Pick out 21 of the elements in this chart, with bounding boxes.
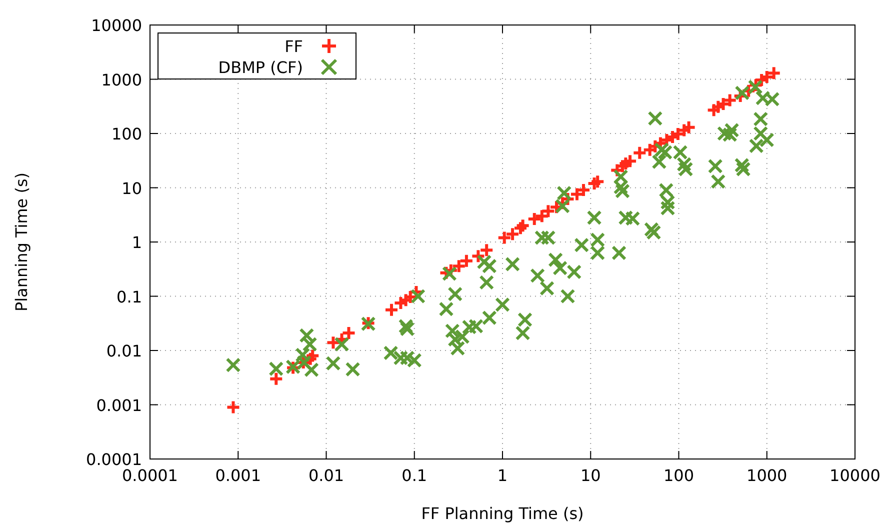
y-tick-label: 0.001 — [96, 396, 142, 415]
y-tick-label: 0.1 — [116, 287, 142, 306]
x-tick-label: 10000 — [830, 466, 880, 485]
x-tick-label: 10 — [580, 466, 601, 485]
y-tick-label: 10 — [122, 178, 142, 198]
y-tick-label: 1000 — [101, 70, 142, 90]
x-tick-label: 1 — [497, 466, 508, 485]
y-tick-label: 10000 — [91, 16, 142, 35]
x-tick-label: 100 — [663, 466, 694, 485]
x-tick-label: 1000 — [746, 466, 788, 485]
legend-label: DBMP (CF) — [218, 58, 303, 77]
x-tick-label: 0.001 — [215, 466, 262, 485]
x-tick-label: 0.1 — [402, 466, 428, 485]
legend-label: FF — [284, 37, 303, 56]
y-axis-title: Planning Time (s) — [12, 172, 31, 312]
x-tick-label: 0.01 — [308, 466, 344, 485]
y-tick-label: 1 — [132, 233, 142, 252]
y-tick-label: 100 — [111, 124, 142, 144]
y-tick-label: 0.0001 — [86, 450, 142, 469]
x-axis-title: FF Planning Time (s) — [421, 504, 584, 523]
y-tick-label: 0.01 — [106, 342, 142, 360]
